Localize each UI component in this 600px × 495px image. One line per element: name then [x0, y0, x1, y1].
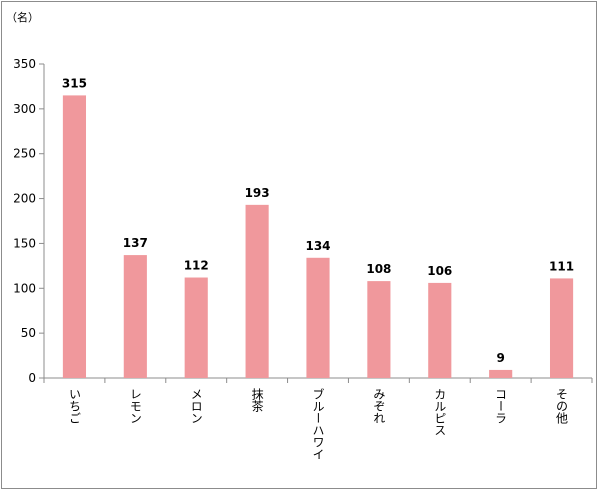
bar: [367, 281, 391, 378]
bars: [62, 95, 574, 379]
bar: [245, 204, 269, 378]
data-label: 315: [62, 76, 87, 90]
category-label: 抹茶: [250, 388, 264, 412]
bar: [62, 95, 87, 379]
category-label: コーラ: [494, 388, 508, 424]
category-label: メロン: [189, 388, 203, 424]
y-tick-label: 250: [13, 147, 36, 161]
bar: [549, 278, 574, 378]
y-tick-label: 100: [13, 281, 36, 295]
category-label: みぞれ: [372, 388, 386, 424]
category-label: いちご: [67, 388, 81, 424]
category-label: カルピス: [433, 388, 447, 436]
chart-frame: （名） 0 50 100 150 200 250 300 350 315 いちご 137 レモン 112…: [1, 1, 597, 489]
data-label: 112: [184, 259, 209, 273]
data-label: 108: [366, 262, 391, 276]
data-label: 9: [496, 351, 504, 365]
y-tick-label: 350: [13, 57, 36, 71]
y-tick-label: 0: [28, 371, 36, 385]
category-label: その他: [555, 388, 569, 424]
y-tick-label: 200: [13, 192, 36, 206]
data-label: 134: [305, 239, 330, 253]
data-label: 111: [549, 259, 574, 273]
bar: [123, 255, 147, 378]
bar-chart: （名） 0 50 100 150 200 250 300 350 315 いちご 137 レモン 112…: [6, 10, 593, 460]
y-tick-label: 300: [13, 102, 36, 116]
data-label: 137: [123, 236, 148, 250]
bar: [306, 257, 330, 378]
labels: 0 50 100 150 200 250 300 350 315 いちご 137 レモン 112 メロン 1…: [13, 57, 574, 460]
bar: [184, 277, 208, 378]
y-tick-label: 150: [13, 236, 36, 250]
category-label: ブルーハワイ: [311, 387, 325, 460]
data-label: 106: [427, 264, 452, 278]
category-label: レモン: [128, 388, 142, 424]
y-axis-unit-label: （名）: [6, 10, 39, 24]
y-tick-label: 50: [21, 326, 36, 340]
bar: [428, 282, 452, 378]
bar: [489, 369, 513, 378]
data-label: 193: [245, 186, 270, 200]
